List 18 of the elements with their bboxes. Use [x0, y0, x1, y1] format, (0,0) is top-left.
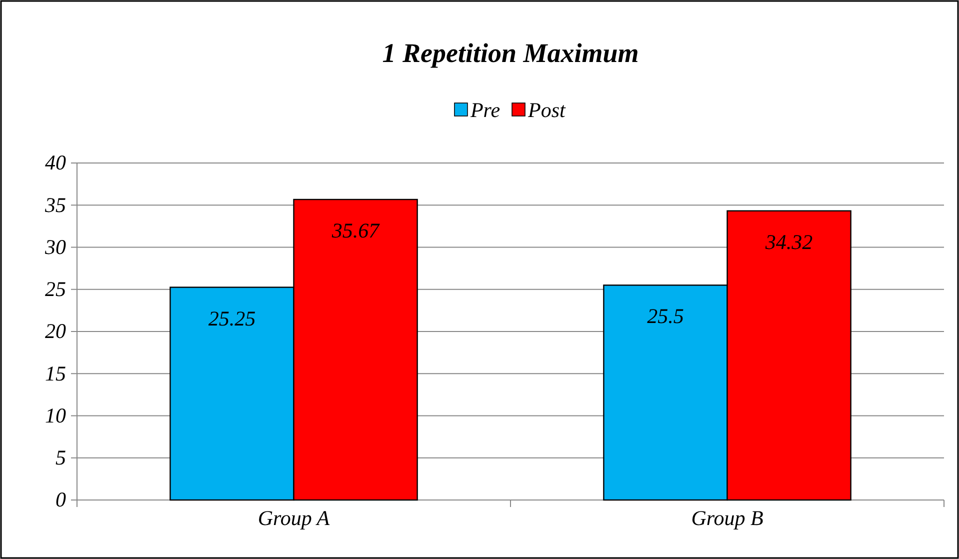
- data-label: 25.25: [208, 306, 256, 330]
- chart-title: 1 Repetition Maximum: [382, 38, 639, 68]
- y-tick-label: 30: [44, 234, 66, 259]
- data-label: 34.32: [764, 230, 814, 254]
- y-tick-label: 5: [56, 446, 66, 470]
- y-tick-label: 25: [45, 277, 66, 302]
- y-tick-label: 20: [45, 319, 66, 344]
- y-tick-label: 10: [45, 403, 66, 428]
- y-tick-label: 35: [44, 192, 66, 217]
- x-tick-label: Group A: [258, 506, 330, 530]
- y-tick-label: 0: [56, 488, 66, 512]
- legend-label: Pre: [469, 98, 500, 122]
- y-tick-label: 15: [45, 361, 66, 386]
- data-label: 25.5: [647, 304, 684, 328]
- data-label: 35.67: [330, 218, 381, 242]
- y-tick-label: 40: [45, 150, 66, 175]
- legend-label: Post: [527, 98, 567, 122]
- x-tick-label: Group B: [691, 506, 764, 530]
